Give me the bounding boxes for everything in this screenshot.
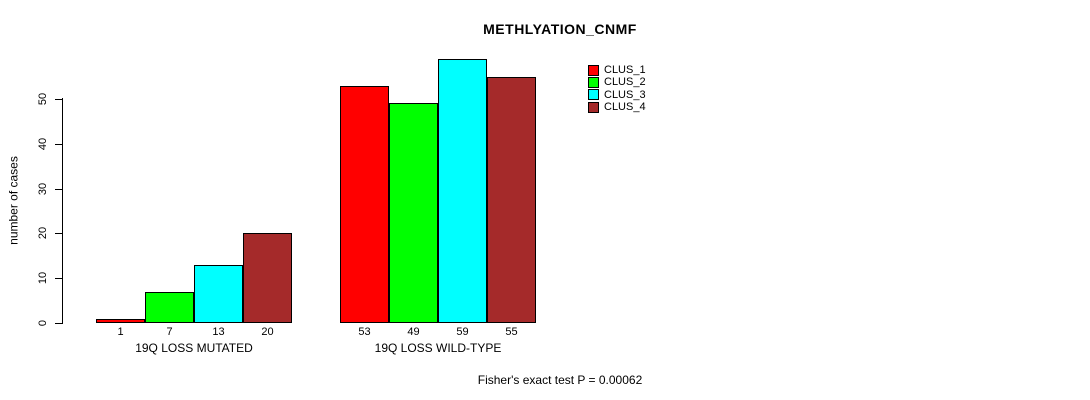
y-axis-tick-label: 30 [37, 182, 49, 195]
fisher-test-annotation: Fisher's exact test P = 0.00062 [477, 373, 643, 387]
legend-label: CLUS_2 [604, 76, 646, 89]
legend-label: CLUS_4 [604, 101, 646, 114]
bar-value-label: 49 [407, 326, 420, 338]
bar-clus_2-group2 [389, 103, 438, 323]
legend-item-clus-4: CLUS_4 [588, 101, 646, 113]
chart-title: METHLYATION_CNMF [483, 21, 637, 37]
group-label-wild-type: 19Q LOSS WILD-TYPE [374, 341, 502, 355]
bar-clus_1-group1 [96, 318, 145, 323]
bar-value-label: 55 [505, 326, 518, 338]
bar-clus_4-group2 [487, 76, 536, 323]
y-axis-tick-label: 50 [37, 92, 49, 106]
group-label-mutated: 19Q LOSS MUTATED [135, 341, 253, 355]
bar-clus_3-group1 [194, 264, 243, 323]
y-axis-tick [55, 99, 63, 100]
clus-2-color-swatch [588, 76, 599, 88]
bar-value-label: 13 [212, 326, 225, 338]
legend-label: CLUS_1 [604, 64, 646, 77]
y-axis-tick [55, 188, 63, 190]
legend-label: CLUS_3 [604, 88, 646, 101]
clus-3-color-swatch [588, 89, 599, 101]
y-axis-tick [55, 143, 63, 145]
bar-value-label: 1 [117, 326, 124, 338]
bar-value-label: 53 [358, 326, 371, 338]
y-axis-tick-label: 10 [37, 272, 49, 285]
bar-clus_2-group1 [145, 291, 194, 323]
y-axis-tick-label: 0 [37, 319, 49, 327]
bar-value-label: 20 [261, 326, 274, 338]
bar-clus_1-group2 [340, 85, 389, 323]
legend: CLUS_1 CLUS_2 CLUS_3 CLUS_4 [588, 64, 646, 113]
y-axis-tick [55, 278, 63, 280]
bar-value-label: 59 [456, 326, 469, 338]
y-axis-tick-label: 20 [37, 227, 49, 240]
bar-value-label: 7 [166, 326, 173, 338]
legend-item-clus-1: CLUS_1 [588, 64, 646, 76]
bar-clus_3-group2 [438, 58, 487, 323]
y-axis-title: number of cases [6, 156, 21, 245]
legend-item-clus-2: CLUS_2 [588, 76, 646, 88]
y-axis-tick-label: 40 [37, 137, 49, 150]
y-axis-tick [55, 323, 63, 324]
y-axis-tick [55, 233, 63, 235]
clus-1-color-swatch [588, 64, 599, 76]
bar-clus_4-group1 [243, 233, 292, 323]
clus-4-color-swatch [588, 101, 599, 113]
legend-item-clus-3: CLUS_3 [588, 89, 646, 101]
y-axis-line [62, 98, 63, 324]
